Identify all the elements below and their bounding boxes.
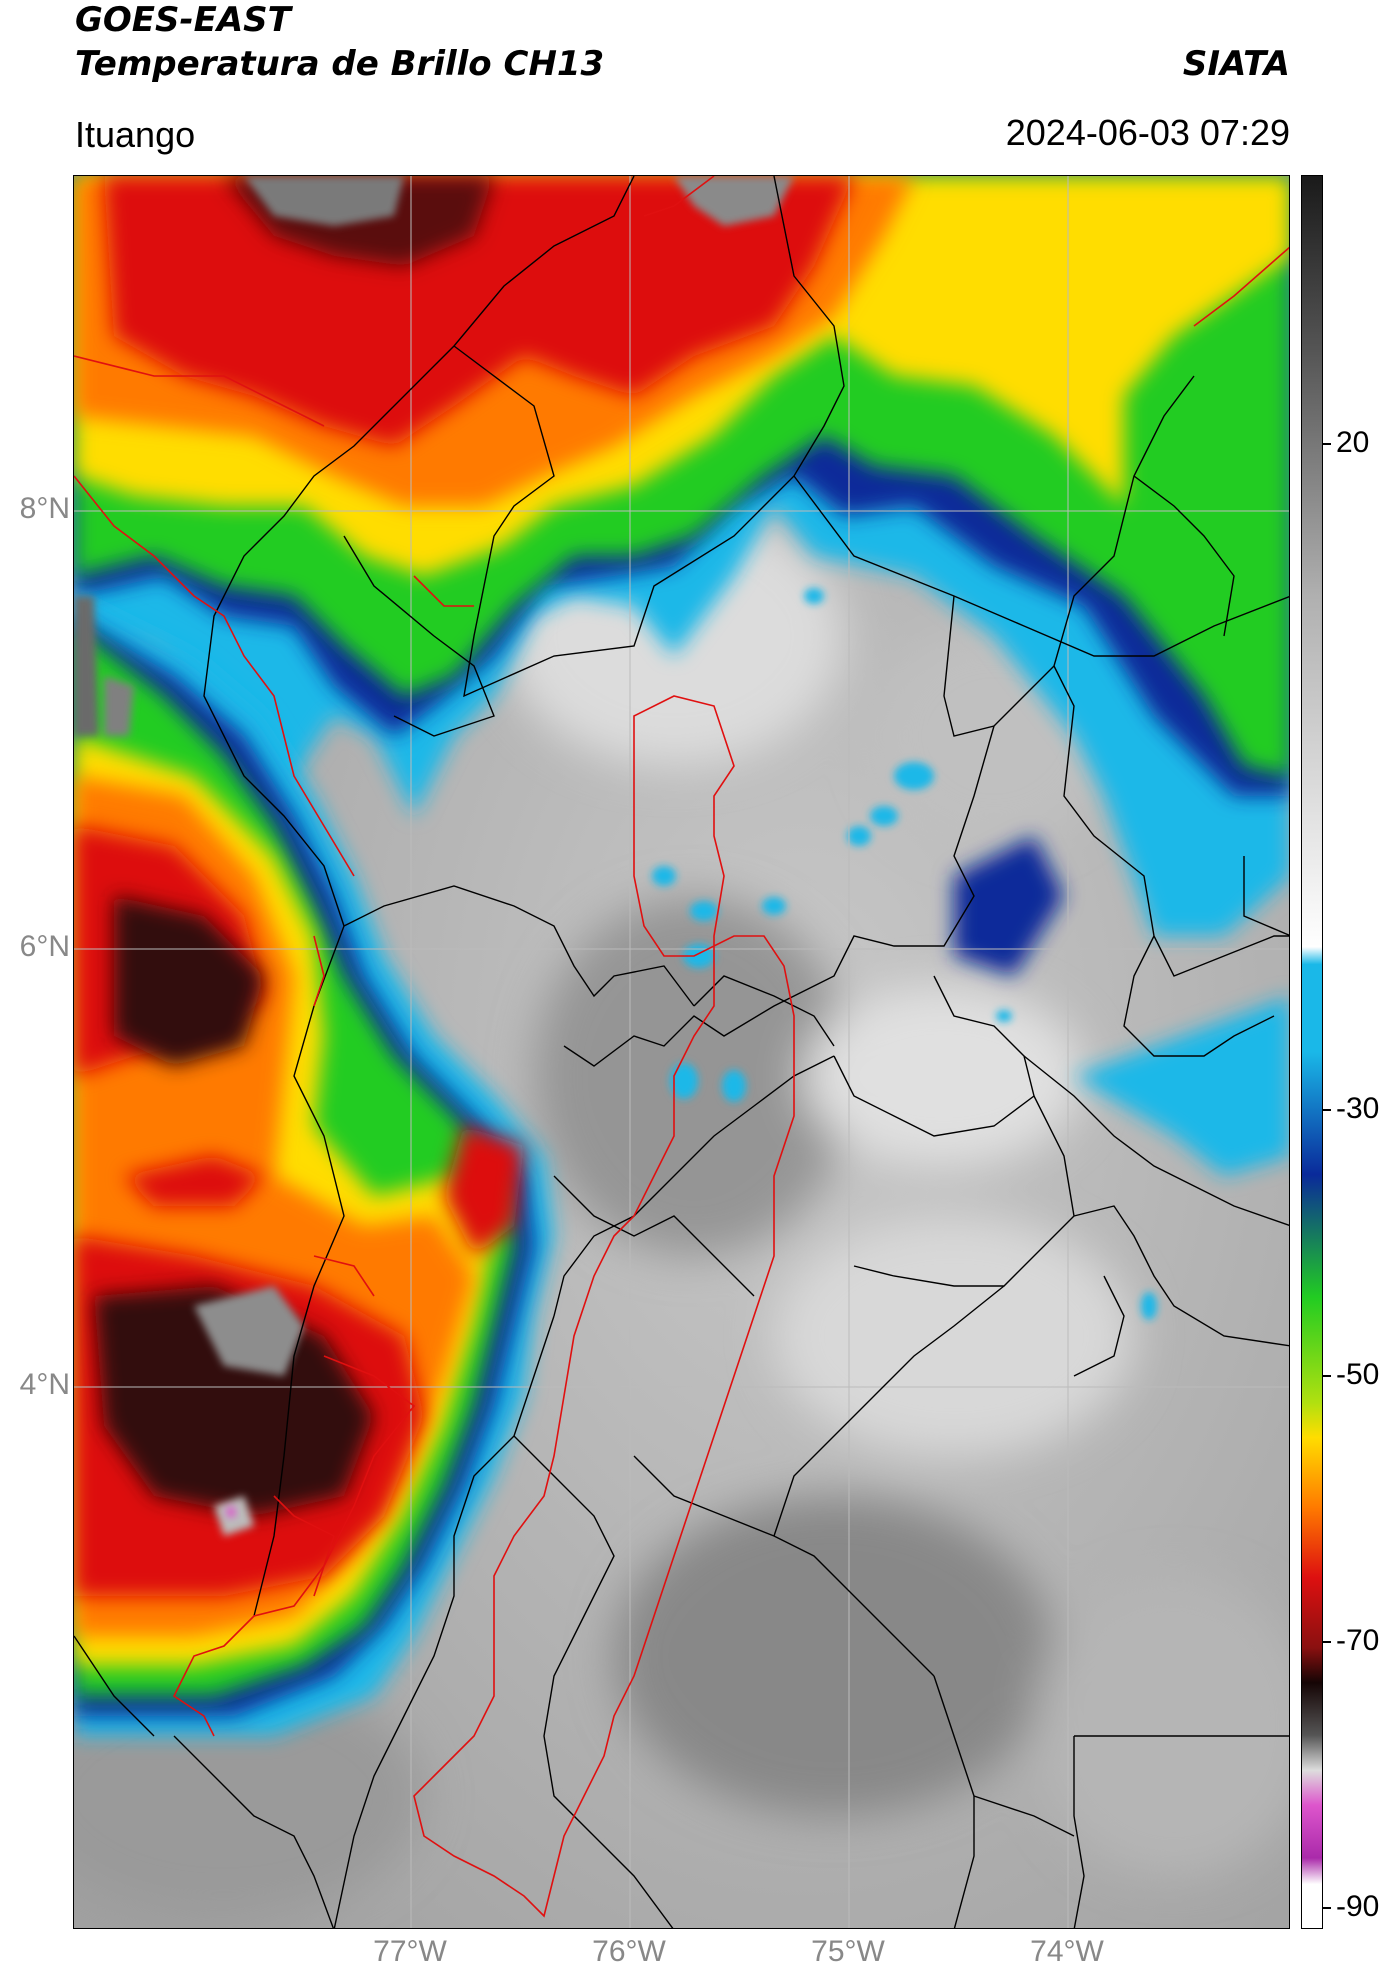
- colorbar: [1301, 175, 1323, 1929]
- title-line1: GOES-EAST: [75, 0, 291, 40]
- satellite-map: [73, 175, 1290, 1929]
- colorbar-label-minus30: -30: [1336, 1092, 1380, 1125]
- department-boundaries: [74, 176, 1289, 1928]
- lon-label-77w: 77°W: [373, 1935, 447, 1968]
- lon-label-75w: 75°W: [811, 1935, 885, 1968]
- region-outline: [74, 176, 1289, 1918]
- timestamp-label: 2024-06-03 07:29: [1005, 112, 1290, 153]
- convective-band-north: [74, 176, 1289, 1176]
- colorbar-tick: [1323, 1375, 1331, 1377]
- lat-label-4n: 4°N: [19, 1368, 70, 1401]
- lat-label-8n: 8°N: [19, 492, 70, 525]
- brand-label: SIATA: [1182, 44, 1290, 84]
- scattered-cells: [652, 588, 1157, 1320]
- colorbar-tick: [1323, 1109, 1331, 1111]
- colorbar-tick: [1323, 1907, 1331, 1909]
- lon-label-74w: 74°W: [1030, 1935, 1104, 1968]
- region-label: Ituango: [75, 114, 196, 155]
- lat-label-6n: 6°N: [19, 930, 70, 963]
- lon-label-76w: 76°W: [592, 1935, 666, 1968]
- brightness-temperature-field: [74, 176, 1289, 1928]
- convective-band-west: [74, 596, 554, 1736]
- colorbar-label-minus90: -90: [1336, 1890, 1380, 1923]
- colorbar-label-minus70: -70: [1336, 1624, 1380, 1657]
- title-line2: Temperatura de Brillo CH13: [75, 44, 605, 84]
- colorbar-tick: [1323, 443, 1331, 445]
- colorbar-tick: [1323, 1641, 1331, 1643]
- graticule: [74, 176, 1289, 1928]
- colorbar-label-20: 20: [1336, 426, 1370, 459]
- colorbar-label-minus50: -50: [1336, 1358, 1380, 1391]
